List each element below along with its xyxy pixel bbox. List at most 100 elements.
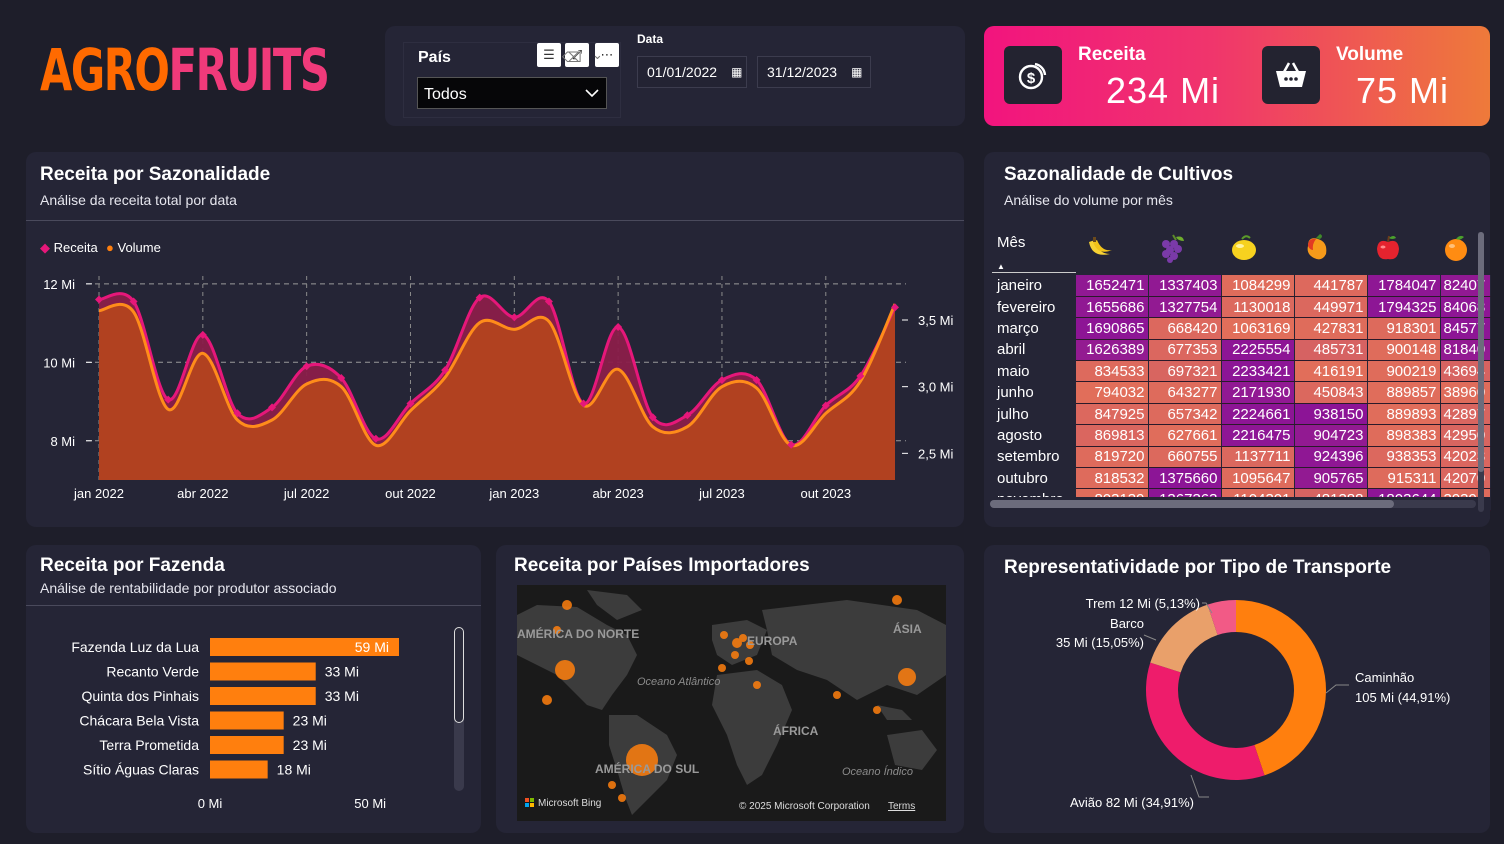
heatmap-cell[interactable]: 924396 xyxy=(1294,446,1368,469)
heatmap-cell[interactable]: 427831 xyxy=(1294,317,1368,340)
heatmap-cell[interactable]: 677353 xyxy=(1148,339,1222,362)
month-cell: março xyxy=(993,317,1076,340)
heatmap-cell[interactable]: 889857 xyxy=(1367,381,1441,404)
heatmap-cell[interactable]: 918301 xyxy=(1367,317,1441,340)
heatmap-cell[interactable]: 1130018 xyxy=(1221,296,1295,319)
more-options-icon[interactable]: ⋯ xyxy=(595,43,619,67)
heatmap-cell[interactable]: 1095647 xyxy=(1221,467,1295,490)
revenue-label: Receita xyxy=(1078,44,1146,65)
heatmap-cell[interactable]: 1063169 xyxy=(1221,317,1295,340)
farms-bar-chart: Fazenda Luz da Lua 59 Mi Recanto Verde 33 M… xyxy=(71,638,399,811)
heatmap-cell[interactable]: 81840 xyxy=(1440,339,1491,362)
y-tick-right: 2,5 Mi xyxy=(918,446,954,461)
heatmap-cell[interactable]: 2233421 xyxy=(1221,360,1295,383)
calendar-icon[interactable]: ▦ xyxy=(851,65,863,79)
country-slicer-label: País xyxy=(418,49,451,66)
date-start-input[interactable]: 01/01/2022 ▦ xyxy=(637,56,747,88)
heatmap-cell[interactable]: 904723 xyxy=(1294,424,1368,447)
bar-category-label: Fazenda Luz da Lua xyxy=(71,639,199,655)
heatmap-cell[interactable]: 84577 xyxy=(1440,317,1491,340)
heatmap-cell[interactable]: 38960 xyxy=(1440,381,1491,404)
vertical-scrollbar[interactable] xyxy=(1478,232,1484,512)
heatmap-cell[interactable]: 657342 xyxy=(1148,403,1222,426)
heatmap-cell[interactable]: 42950 xyxy=(1440,424,1491,447)
legend-volume[interactable]: ● Volume xyxy=(106,240,161,255)
heatmap-cell[interactable]: 1375660 xyxy=(1148,467,1222,490)
heatmap-cell[interactable]: 416191 xyxy=(1294,360,1368,383)
bar-data-label: 59 Mi xyxy=(355,639,389,655)
receita-point xyxy=(441,366,450,375)
heatmap-cell[interactable]: 847925 xyxy=(1075,403,1149,426)
chevron-down-icon[interactable]: ⌄ xyxy=(592,47,603,62)
heatmap-cell[interactable]: 898383 xyxy=(1367,424,1441,447)
x-tick-label: jul 2022 xyxy=(283,486,330,501)
heatmap-cell[interactable]: 819720 xyxy=(1075,446,1149,469)
heatmap-cell[interactable]: 485731 xyxy=(1294,339,1368,362)
heatmap-cell[interactable]: 794032 xyxy=(1075,381,1149,404)
country-dropdown[interactable]: Todos xyxy=(417,77,607,109)
heatmap-cell[interactable]: 42897 xyxy=(1440,403,1491,426)
heatmap-cell[interactable]: 697321 xyxy=(1148,360,1222,383)
horizontal-scrollbar[interactable] xyxy=(990,500,1476,508)
heatmap-cell[interactable]: 668420 xyxy=(1148,317,1222,340)
heatmap-cell[interactable]: 1327754 xyxy=(1148,296,1222,319)
heatmap-cell[interactable]: 82407 xyxy=(1440,275,1491,297)
heatmap-cell[interactable]: 818532 xyxy=(1075,467,1149,490)
heatmap-cell[interactable]: 1337403 xyxy=(1148,275,1222,297)
sort-asc-icon[interactable]: ▲ xyxy=(997,262,1005,271)
heatmap-cell[interactable]: 2224661 xyxy=(1221,403,1295,426)
label-barco-value: 35 Mi (15,05%) xyxy=(1056,635,1144,650)
heatmap-cell[interactable]: 938353 xyxy=(1367,446,1441,469)
date-end-input[interactable]: 31/12/2023 ▦ xyxy=(757,56,871,88)
heatmap-cell[interactable]: 2225554 xyxy=(1221,339,1295,362)
heatmap-cell[interactable]: 450843 xyxy=(1294,381,1368,404)
heatmap-cell[interactable]: 43694 xyxy=(1440,360,1491,383)
heatmap-cell[interactable]: 834533 xyxy=(1075,360,1149,383)
heatmap-cell[interactable]: 889893 xyxy=(1367,403,1441,426)
y-tick-left: 10 Mi xyxy=(43,355,75,370)
world-map[interactable]: AMÉRICA DO NORTE EUROPA ÁSIA ÁFRICA AMÉR… xyxy=(517,585,946,821)
receita-point xyxy=(752,375,761,384)
heatmap-cell[interactable]: 1655686 xyxy=(1075,296,1149,319)
heatmap-cell[interactable]: 627661 xyxy=(1148,424,1222,447)
heatmap-cell[interactable]: 938150 xyxy=(1294,403,1368,426)
heatmap-cell[interactable]: 900148 xyxy=(1367,339,1441,362)
heatmap-cell[interactable]: 2171930 xyxy=(1221,381,1295,404)
heatmap-cell[interactable]: 1690865 xyxy=(1075,317,1149,340)
bar-data-label: 33 Mi xyxy=(325,688,359,704)
heatmap-subtitle: Análise do volume por mês xyxy=(1004,192,1173,208)
legend-receita[interactable]: ◆ Receita xyxy=(40,240,98,255)
heatmap-cell[interactable]: 915311 xyxy=(1367,467,1441,490)
heatmap-cell[interactable]: 643277 xyxy=(1148,381,1222,404)
focus-mode-icon[interactable]: ⤢ xyxy=(565,43,589,67)
month-header[interactable]: Mês xyxy=(997,234,1026,251)
heatmap-cell[interactable]: 869813 xyxy=(1075,424,1149,447)
heatmap-cell[interactable]: 1084299 xyxy=(1221,275,1295,297)
heatmap-cell[interactable]: 905765 xyxy=(1294,467,1368,490)
heatmap-cell[interactable]: 1652471 xyxy=(1075,275,1149,297)
heatmap-cell[interactable]: 441787 xyxy=(1294,275,1368,297)
slice-trem xyxy=(1207,600,1236,635)
heatmap-cell[interactable]: 42070 xyxy=(1440,467,1491,490)
heatmap-cell[interactable]: 1784047 xyxy=(1367,275,1441,297)
heatmap-cell[interactable]: 2216475 xyxy=(1221,424,1295,447)
receita-point xyxy=(233,409,242,418)
map-title: Receita por Países Importadores xyxy=(514,555,810,576)
heatmap-cell[interactable]: 660755 xyxy=(1148,446,1222,469)
heatmap-cell[interactable]: 900219 xyxy=(1367,360,1441,383)
heatmap-cell[interactable]: 42023 xyxy=(1440,446,1491,469)
heatmap-cell[interactable]: 84068 xyxy=(1440,296,1491,319)
heatmap-cell[interactable]: 1137711 xyxy=(1221,446,1295,469)
vertical-scrollbar[interactable] xyxy=(454,627,464,791)
calendar-icon[interactable]: ▦ xyxy=(731,65,743,79)
seasonality-card: Receita por Sazonalidade Análise da rece… xyxy=(26,152,964,527)
eraser-icon[interactable]: ⌫ xyxy=(562,49,582,65)
bar-category-label: Quinta dos Pinhais xyxy=(81,688,199,704)
heatmap-cell[interactable]: 1626389 xyxy=(1075,339,1149,362)
heatmap-cell[interactable]: 1794325 xyxy=(1367,296,1441,319)
heatmap-cell[interactable]: 449971 xyxy=(1294,296,1368,319)
filter-icon[interactable]: ☰ xyxy=(537,43,561,67)
x-tick-label: 50 Mi xyxy=(354,796,386,811)
x-tick-label: jul 2023 xyxy=(698,486,745,501)
date-end-value: 31/12/2023 xyxy=(767,64,838,80)
